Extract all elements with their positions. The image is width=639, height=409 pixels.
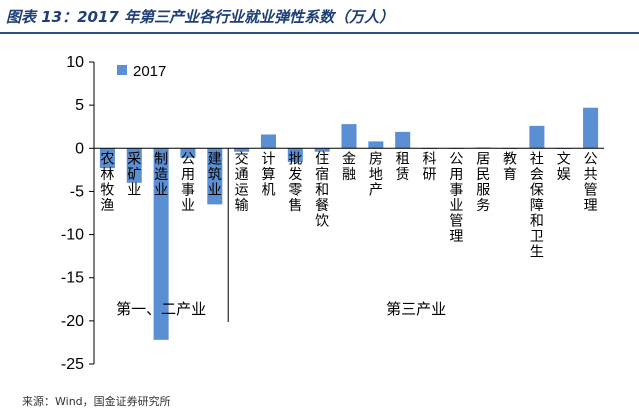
category-label: 教育	[503, 151, 517, 183]
bar	[341, 124, 357, 149]
bar	[126, 148, 142, 183]
title-underline	[0, 32, 639, 34]
category-label: 计算机	[261, 151, 275, 198]
group-label: 第一、二产业	[116, 300, 206, 318]
bar	[234, 148, 250, 152]
bar	[368, 141, 384, 149]
chart-title: 图表 13：2017 年第三产业各行业就业弹性系数（万人）	[6, 8, 395, 26]
bar	[207, 148, 223, 205]
bar	[260, 134, 276, 149]
y-tick-label: -5	[70, 183, 84, 200]
category-label: 采矿业	[127, 151, 141, 198]
legend-swatch	[117, 65, 127, 75]
category-label: 公用事业管理	[449, 151, 463, 245]
category-label: 金融	[342, 151, 356, 183]
category-label: 科研	[423, 151, 437, 183]
legend: 2017	[117, 63, 166, 80]
category-label: 租赁	[396, 151, 410, 183]
category-label: 社会保障和卫生	[530, 151, 544, 260]
category-label: 文娱	[557, 151, 571, 183]
source-note: 来源：Wind，国金证券研究所	[22, 395, 171, 408]
y-tick-label: 10	[66, 54, 84, 71]
y-tick-label: 0	[75, 140, 84, 157]
category-label: 建筑业	[208, 151, 222, 198]
group-label: 第三产业	[386, 300, 446, 318]
category-label: 公共管理	[584, 151, 598, 214]
category-label: 居民服务	[476, 151, 490, 214]
axes	[93, 62, 604, 364]
bar	[153, 148, 169, 340]
bar	[287, 148, 303, 163]
y-tick-label: -20	[61, 313, 84, 330]
category-label: 公用事业	[181, 151, 195, 214]
category-labels: 农林牧渔采矿业制造业公用事业建筑业交通运输计算机批发零售住宿和餐饮金融房地产租赁…	[100, 150, 597, 260]
bar	[180, 148, 196, 158]
y-tick-label: 5	[75, 97, 84, 114]
category-label: 农林牧渔	[100, 151, 114, 214]
y-axis-ticks: 10 5 0 -5 -10 -15 -20 -25	[61, 54, 94, 373]
category-label: 住宿和餐饮	[315, 151, 329, 229]
category-label: 批发零售	[288, 151, 302, 214]
group-labels: 第一、二产业 第三产业	[116, 300, 446, 318]
bar	[583, 107, 599, 149]
bar	[314, 148, 330, 152]
category-label: 交通运输	[235, 150, 249, 214]
bar	[529, 125, 545, 149]
bar	[99, 148, 115, 169]
y-tick-label: -25	[61, 356, 84, 373]
category-label: 制造业	[154, 151, 168, 198]
category-label: 房地产	[369, 151, 383, 198]
y-tick-label: -10	[61, 227, 84, 244]
bar	[395, 131, 411, 149]
legend-label: 2017	[133, 63, 166, 80]
bars	[99, 107, 599, 340]
y-tick-label: -15	[61, 270, 84, 287]
